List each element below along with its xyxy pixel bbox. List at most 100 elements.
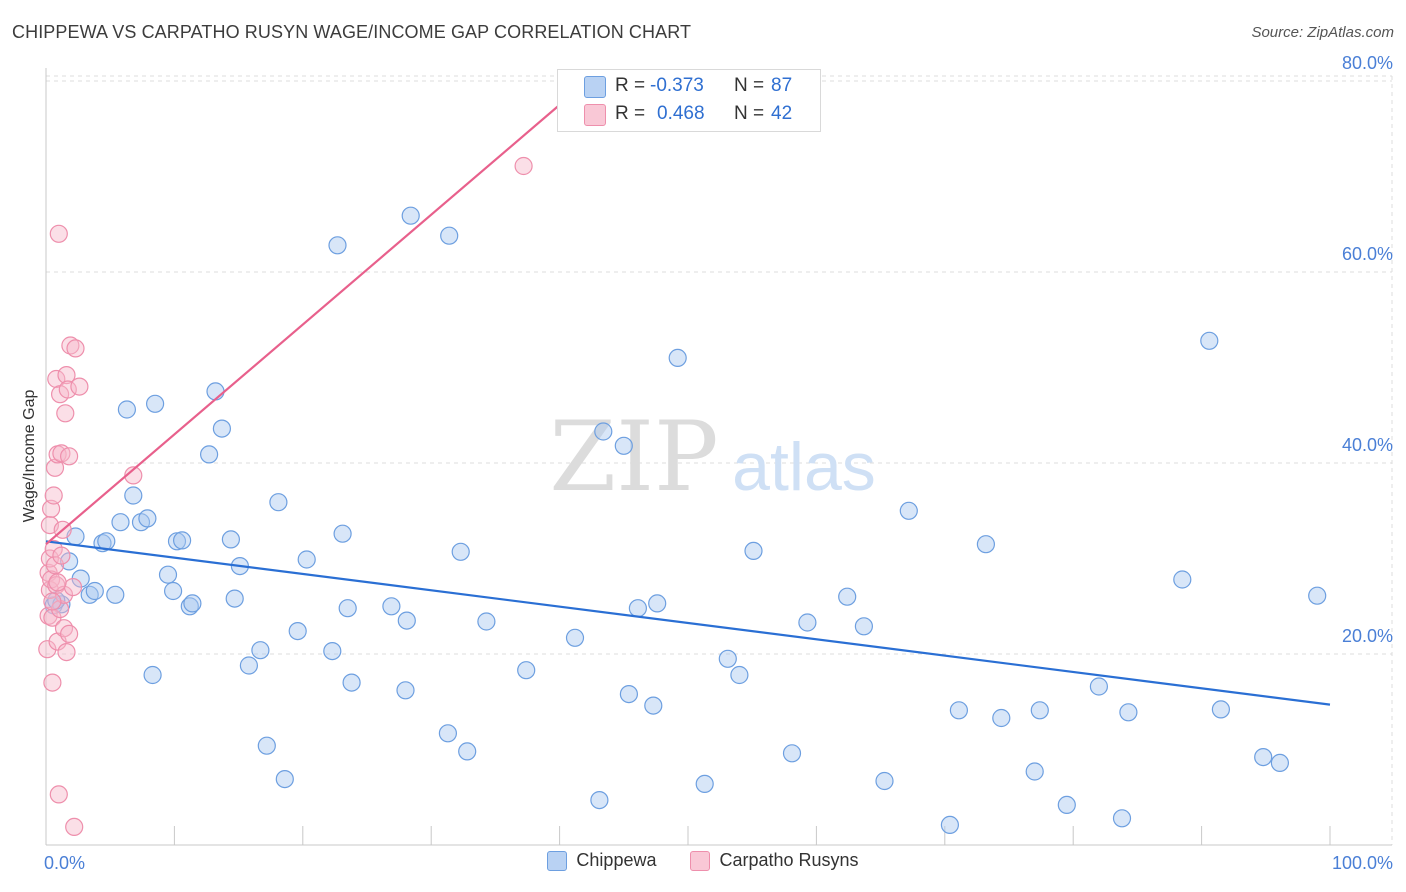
chippewa-point-59 (668, 348, 687, 367)
chippewa-point-62 (730, 665, 749, 685)
chippewa-point-14 (138, 509, 157, 528)
chippewa-point-50 (517, 661, 536, 680)
legend-label-chippewa: Chippewa (576, 850, 657, 870)
chippewa-point-49 (477, 612, 496, 631)
rusyn-point-11 (44, 486, 63, 505)
source-label: Source: ZipAtlas.com (1251, 24, 1394, 41)
chippewa-point-71 (949, 701, 969, 720)
chippewa-point-12 (124, 486, 143, 505)
chippewa-point-36 (323, 641, 342, 661)
chippewa-point-66 (838, 587, 857, 606)
grid-layer (46, 75, 1393, 845)
chippewa-point-85 (1308, 586, 1327, 605)
rusyn-point-34 (63, 577, 83, 597)
chippewa-point-60 (695, 774, 714, 794)
chippewa-point-47 (451, 542, 470, 561)
rusyn-point-37 (70, 377, 89, 396)
chippewa-point-54 (614, 436, 633, 455)
chippewa-point-72 (976, 535, 996, 554)
labels-layer: 20.0% 40.0% 60.0% 80.0% 0.0% 100.0% (44, 53, 1393, 873)
x-tick-label-0: 0.0% (44, 853, 85, 873)
axes-layer (45, 68, 1392, 846)
chippewa-point-17 (158, 565, 178, 584)
chart-title: CHIPPEWA VS CARPATHO RUSYN WAGE/INCOME G… (12, 22, 692, 42)
rusyn-legend-swatch (690, 850, 711, 871)
chippewa-point-24 (206, 382, 225, 401)
rusyn-point-7 (41, 499, 61, 518)
rusyn-point-41 (514, 156, 533, 176)
chippewa-point-21 (180, 597, 199, 616)
chippewa-point-34 (288, 621, 307, 641)
chippewa-point-39 (338, 599, 357, 618)
chippewa-point-16 (146, 394, 165, 413)
n-label: N = (734, 75, 765, 96)
rusyn-n-value: 42 (771, 103, 793, 124)
rusyn-point-0 (38, 640, 57, 659)
chippewa-point-33 (275, 769, 294, 789)
chippewa-point-37 (328, 236, 347, 255)
chippewa-point-76 (1057, 795, 1076, 815)
watermark-atlas: atlas (732, 429, 876, 505)
chippewa-point-67 (854, 617, 874, 636)
chippewa-point-58 (648, 594, 667, 613)
rusyn-point-25 (54, 619, 74, 638)
chippewa-point-40 (342, 673, 361, 692)
stats-row-rusyn: R = 0.468 N = 42 (558, 100, 820, 128)
chippewa-point-63 (744, 541, 763, 561)
rusyn-swatch (584, 104, 606, 126)
chippewa-point-84 (1270, 753, 1290, 773)
rusyn-point-15 (47, 369, 66, 389)
chippewa-point-57 (644, 696, 663, 715)
chippewa-swatch (584, 76, 606, 98)
rusyn-trend-line (45, 104, 561, 546)
rusyn-point-36 (66, 339, 85, 358)
y-tick-label-80: 80.0% (1342, 53, 1393, 73)
chippewa-point-65 (798, 613, 817, 632)
bottom-legend: Chippewa Carpatho Rusyns (0, 850, 1406, 871)
chippewa-point-48 (458, 742, 477, 761)
chippewa-point-30 (251, 641, 270, 660)
chippewa-point-6 (85, 581, 104, 601)
legend-item-rusyn[interactable]: Carpatho Rusyns (690, 850, 859, 871)
chippewa-point-25 (212, 419, 231, 438)
x-tick-label-100: 100.0% (1332, 853, 1393, 873)
legend-item-chippewa[interactable]: Chippewa (547, 850, 656, 871)
watermark-zip: ZIP (549, 401, 718, 513)
rusyn-point-27 (56, 404, 75, 423)
chippewa-point-15 (143, 665, 162, 685)
chippewa-point-19 (167, 532, 187, 551)
rusyn-point-8 (43, 673, 62, 692)
chippewa-point-27 (225, 589, 244, 608)
chippewa-point-55 (619, 684, 639, 704)
chippewa-point-70 (940, 815, 960, 835)
chippewa-point-74 (1025, 762, 1044, 781)
chippewa-point-82 (1211, 700, 1231, 719)
chippewa-point-9 (106, 585, 125, 604)
rusyn-point-19 (49, 224, 68, 243)
rusyn-point-32 (59, 447, 79, 466)
chippewa-point-20 (173, 531, 192, 550)
stats-legend: R = -0.373 N = 87 R = 0.468 N = 42 (557, 69, 821, 132)
chippewa-point-73 (992, 708, 1011, 728)
chippewa-point-61 (718, 649, 737, 668)
rusyn-point-20 (50, 599, 70, 619)
chippewa-point-78 (1112, 809, 1132, 828)
chippewa-point-83 (1254, 747, 1273, 767)
chippewa-point-26 (221, 530, 240, 549)
rusyn-point-30 (58, 380, 77, 399)
y-tick-label-20: 20.0% (1342, 626, 1393, 646)
chippewa-r-value: -0.373 (650, 75, 704, 96)
chippewa-point-46 (440, 226, 459, 245)
chippewa-point-29 (239, 656, 258, 675)
y-axis-label: Wage/Income Gap (21, 390, 38, 523)
chippewa-point-38 (333, 524, 352, 543)
rusyn-r-value: 0.468 (657, 103, 705, 124)
chippewa-point-10 (111, 513, 130, 532)
rusyn-point-35 (65, 817, 84, 837)
chippewa-trend-line (45, 540, 1331, 706)
chippewa-point-51 (565, 628, 585, 647)
n-label: N = (734, 103, 765, 124)
chippewa-point-81 (1200, 331, 1219, 350)
chippewa-point-75 (1030, 701, 1049, 720)
